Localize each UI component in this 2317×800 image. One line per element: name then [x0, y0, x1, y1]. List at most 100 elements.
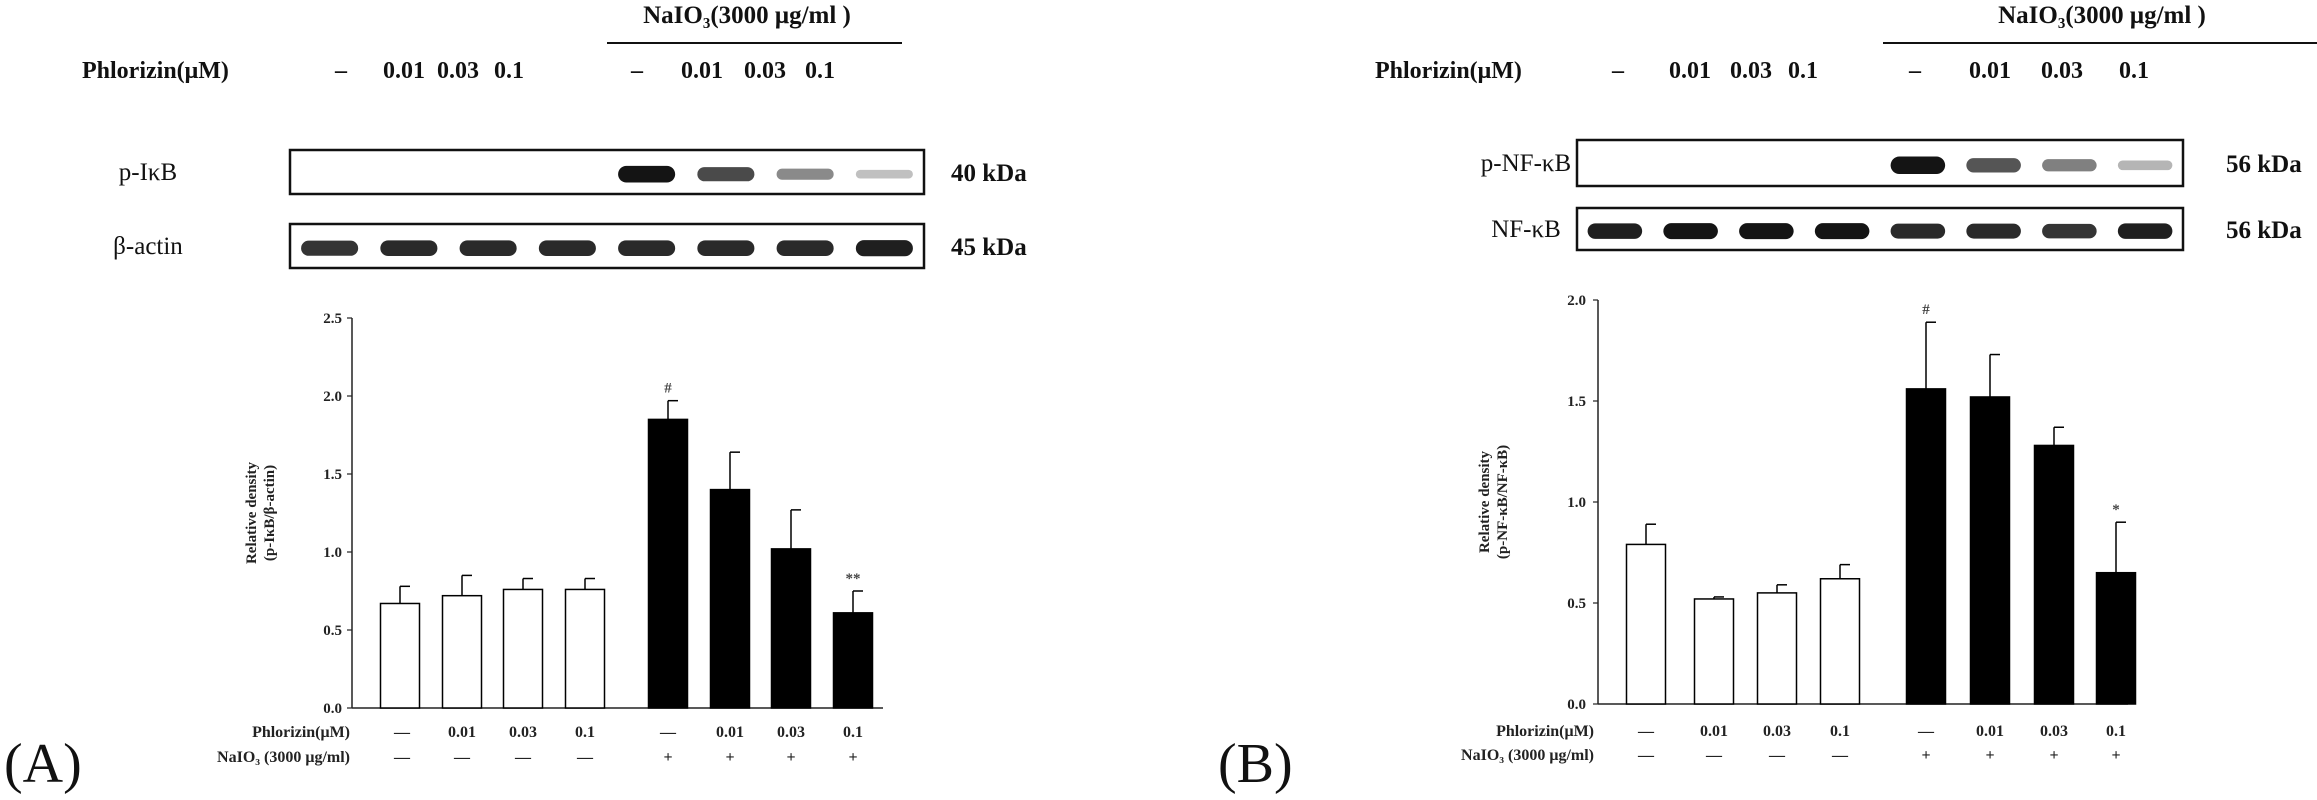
footer-naio3-value-7: + — [786, 749, 795, 766]
y-tick-label: 2.5 — [323, 311, 342, 327]
bar-8 — [832, 612, 874, 709]
blot-band — [697, 240, 755, 257]
phlorizin-header-label: Phlorizin(μM) — [1375, 58, 1522, 84]
bar-4 — [564, 588, 606, 709]
footer-phlorizin-value-5: — — [659, 724, 677, 741]
bar-5 — [1905, 388, 1947, 705]
blot-band — [1739, 223, 1794, 240]
dose-header-8: 0.1 — [805, 58, 835, 84]
blot-size-2: 56 kDa — [2226, 217, 2302, 244]
bar-3 — [502, 588, 544, 709]
significance-mark-8: * — [2112, 502, 2120, 518]
y-axis-label: Relative density (p-NF-κB/NF-κB) — [1477, 445, 1511, 559]
blot-band — [618, 240, 676, 257]
footer-naio3-value-2: — — [1705, 747, 1723, 764]
dose-header-4: 0.1 — [494, 58, 524, 84]
footer-phlorizin-label: Phlorizin(μM) — [252, 724, 350, 741]
footer-phlorizin-label: Phlorizin(μM) — [1496, 723, 1594, 740]
dose-header-3: 0.03 — [437, 58, 479, 84]
blot-band — [1890, 156, 1946, 175]
footer-phlorizin-value-4: 0.1 — [575, 724, 595, 741]
significance-mark-5: # — [664, 381, 672, 397]
y-tick-label: 1.0 — [1567, 495, 1586, 511]
y-tick-label: 2.0 — [323, 389, 342, 405]
blot-band — [2117, 160, 2173, 171]
footer-naio3-value-4: — — [576, 749, 594, 766]
blot-band — [2042, 159, 2097, 172]
footer-phlorizin-value-3: 0.03 — [509, 724, 537, 741]
blot-size-2: 45 kDa — [951, 234, 1027, 261]
footer-phlorizin-value-7: 0.03 — [2040, 723, 2068, 740]
blot-band — [618, 165, 676, 183]
dose-header-1: – — [1611, 58, 1625, 84]
dose-header-5: – — [1908, 58, 1922, 84]
footer-phlorizin-value-8: 0.1 — [843, 724, 863, 741]
footer-naio3-value-1: — — [1637, 747, 1655, 764]
footer-phlorizin-value-1: — — [393, 724, 411, 741]
footer-naio3-value-3: — — [1768, 747, 1786, 764]
dose-header-6: 0.01 — [1969, 58, 2011, 84]
bar-5 — [647, 418, 689, 709]
blot-size-1: 40 kDa — [951, 160, 1027, 187]
y-tick-label: 1.5 — [1567, 394, 1586, 410]
y-axis-label-line: Relative density — [1477, 450, 1493, 553]
footer-naio3-value-6: + — [725, 749, 734, 766]
blot-band — [1814, 223, 1870, 240]
panel-b: NaIO₃(3000 μg/ml ) Phlorizin(μM) – 0.01 0.03… — [1218, 2, 2317, 795]
blot-band — [855, 169, 913, 179]
blot-band — [1663, 223, 1718, 240]
y-tick-label: 1.0 — [323, 545, 342, 561]
footer-naio3-value-7: + — [2049, 747, 2058, 764]
blot-band — [1587, 223, 1643, 239]
bar-8 — [2095, 571, 2137, 705]
blot-band — [855, 240, 913, 257]
dose-header-8: 0.1 — [2119, 58, 2149, 84]
footer-phlorizin-value-5: — — [1917, 723, 1935, 740]
footer-phlorizin-value-4: 0.1 — [1830, 723, 1850, 740]
y-axis-label: Relative density (p-IκB/β-actin) — [244, 461, 278, 564]
dose-header-6: 0.01 — [681, 58, 723, 84]
dose-header-5: – — [630, 58, 644, 84]
y-tick-label: 0.0 — [323, 701, 342, 717]
blot-size-1: 56 kDa — [2226, 151, 2302, 178]
dose-header-7: 0.03 — [2041, 58, 2083, 84]
dose-header-3: 0.03 — [1730, 58, 1772, 84]
footer-naio3-value-3: — — [514, 749, 532, 766]
significance-mark-5: # — [1922, 302, 1930, 318]
footer-naio3-value-4: — — [1831, 747, 1849, 764]
dose-header-4: 0.1 — [1788, 58, 1818, 84]
dose-header-2: 0.01 — [1669, 58, 1711, 84]
dose-header-7: 0.03 — [744, 58, 786, 84]
footer-phlorizin-value-1: — — [1637, 723, 1655, 740]
y-tick-label: 0.5 — [1567, 596, 1586, 612]
phlorizin-header-label: Phlorizin(μM) — [82, 58, 229, 84]
blot-band — [380, 240, 438, 257]
bar-6 — [709, 488, 751, 709]
panel-label: (B) — [1218, 733, 1293, 795]
blot-band — [776, 240, 834, 257]
blot-label-2: β-actin — [113, 233, 183, 260]
blot-band — [776, 168, 834, 180]
y-axis-label-line: Relative density — [244, 461, 260, 564]
bar-1 — [379, 602, 421, 709]
footer-naio3-value-5: + — [663, 749, 672, 766]
treatment-title: NaIO₃(3000 μg/ml ) — [643, 2, 851, 29]
y-axis-label-line: (p-NF-κB/NF-κB) — [1495, 445, 1511, 559]
footer-naio3-value-1: — — [393, 749, 411, 766]
bar-6 — [1969, 396, 2011, 705]
bar-1 — [1625, 543, 1667, 705]
bar-3 — [1756, 592, 1798, 705]
footer-phlorizin-value-2: 0.01 — [1700, 723, 1728, 740]
bar-2 — [1693, 598, 1735, 705]
blot-band — [2117, 223, 2173, 239]
footer-phlorizin-value-8: 0.1 — [2106, 723, 2126, 740]
blot-label-2: NF-κB — [1491, 216, 1561, 243]
treatment-title: NaIO₃(3000 μg/ml ) — [1998, 2, 2206, 29]
bar-7 — [2033, 444, 2075, 705]
footer-phlorizin-value-6: 0.01 — [1976, 723, 2004, 740]
blot-band — [697, 167, 755, 182]
footer-naio3-label: NaIO₃ (3000 μg/ml) — [217, 749, 350, 766]
blot-band — [2042, 223, 2097, 239]
footer-naio3-label: NaIO₃ (3000 μg/ml) — [1461, 747, 1594, 764]
